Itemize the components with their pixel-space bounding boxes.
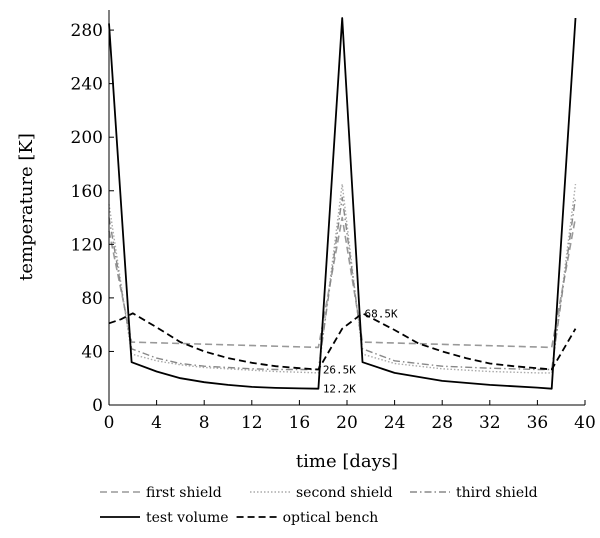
- legend-label: optical bench: [283, 510, 379, 526]
- x-tick-label: 24: [384, 413, 406, 433]
- x-axis-title: time [days]: [296, 451, 398, 472]
- annotation-label: 12.2K: [323, 383, 356, 396]
- plot-area: [108, 17, 577, 390]
- y-tick-label: 0: [92, 396, 103, 416]
- series-line-optical-bench: [108, 312, 577, 371]
- series-line-test-volume: [108, 17, 577, 390]
- x-tick-label: 20: [336, 413, 358, 433]
- x-tick-label: 36: [527, 413, 549, 433]
- x-tick-label: 4: [151, 413, 162, 433]
- x-tick-label: 12: [241, 413, 263, 433]
- y-tick-label: 40: [81, 342, 103, 362]
- x-tick-label: 32: [479, 413, 501, 433]
- legend-label: second shield: [296, 485, 393, 501]
- series-line-third-shield: [108, 196, 577, 371]
- legend-label: third shield: [456, 485, 538, 501]
- legend-label: first shield: [146, 485, 222, 501]
- y-tick-label: 240: [71, 75, 103, 95]
- x-tick-label: 40: [574, 413, 596, 433]
- annotations: 68.5K 26.5K 12.2K: [323, 307, 398, 395]
- y-tick-label: 280: [71, 21, 103, 41]
- y-tick-label: 160: [71, 182, 103, 202]
- x-ticks: 0 4 8 12 16 20 24 28 32 36 40: [104, 400, 596, 433]
- annotation-label: 68.5K: [364, 307, 397, 320]
- annotation-label: 26.5K: [323, 364, 356, 377]
- x-tick-label: 16: [289, 413, 311, 433]
- y-tick-label: 120: [71, 235, 103, 255]
- legend-label: test volume: [146, 510, 229, 526]
- x-tick-label: 8: [199, 413, 210, 433]
- y-tick-label: 200: [71, 128, 103, 148]
- x-tick-label: 0: [104, 413, 115, 433]
- series-line-first-shield: [108, 216, 577, 349]
- legend: first shield second shield third shield tes…: [100, 485, 538, 526]
- x-tick-label: 28: [431, 413, 453, 433]
- y-axis-title: temperature [K]: [16, 133, 37, 281]
- series-line-second-shield: [108, 183, 577, 374]
- y-ticks: 0 40 80 120 160 200 240 280: [71, 21, 114, 416]
- y-tick-label: 80: [81, 289, 103, 309]
